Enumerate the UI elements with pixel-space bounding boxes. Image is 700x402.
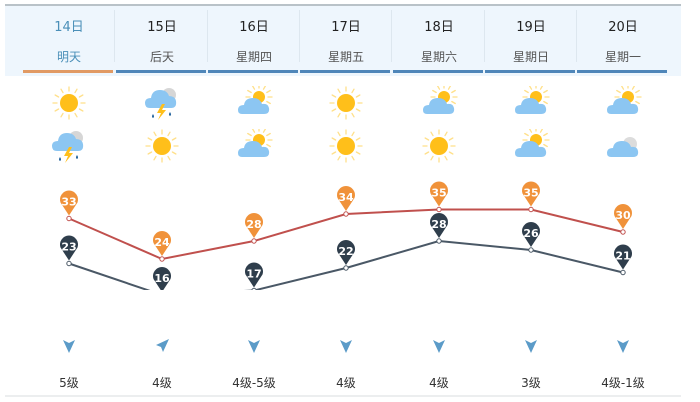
low-temp-value: 28 [431, 218, 446, 231]
partly-cloudy-icon [511, 83, 551, 120]
column-separator [484, 10, 485, 62]
day-date: 19日 [516, 20, 546, 35]
wind-level: 4级-5级 [232, 376, 276, 390]
sunny-icon [49, 86, 89, 120]
day-date: 17日 [331, 20, 361, 35]
wind-level: 3级 [521, 376, 541, 390]
thunderstorm-icon [142, 86, 182, 120]
low-temp-value: 16 [154, 272, 170, 285]
day-tab-2[interactable]: 16日 星期四 [208, 4, 300, 76]
high-temp-value: 28 [246, 218, 261, 231]
high-temp-value: 34 [338, 191, 354, 204]
tab-underline [116, 70, 206, 73]
day-date: 15日 [147, 20, 177, 35]
day-name: 后天 [149, 50, 174, 64]
partly-cloudy-icon [511, 126, 551, 163]
tab-underline [393, 70, 483, 73]
partly-cloudy-icon [234, 83, 274, 120]
sunny-icon [326, 86, 366, 120]
cloudy-icon [603, 129, 643, 163]
footer-divider [5, 395, 681, 397]
day-date: 14日 [54, 20, 84, 35]
high-temp-pin: 34 [337, 186, 355, 217]
day-name: 星期五 [327, 50, 364, 64]
high-temp-value: 33 [61, 196, 76, 209]
south-wind-icon [61, 338, 77, 354]
tab-underline [208, 70, 298, 73]
partly-cloudy-icon [419, 83, 459, 120]
day-date: 20日 [608, 20, 638, 35]
wind-level: 4级 [336, 376, 356, 390]
partly-cloudy-icon [603, 83, 643, 120]
wind-level: 5级 [59, 376, 79, 390]
high-temp-value: 35 [523, 187, 538, 200]
low-temp-value: 22 [338, 245, 353, 258]
low-temp-value: 21 [615, 250, 630, 263]
column-separator [391, 10, 392, 62]
day-name: 明天 [56, 50, 81, 64]
south-wind-icon [338, 338, 354, 354]
low-temp-pin: 22 [337, 240, 355, 271]
south-wind-icon [523, 338, 539, 354]
wind-level: 4级 [152, 376, 172, 390]
high-temp-pin: 35 [430, 181, 448, 213]
day-tab-4[interactable]: 18日 星期六 [393, 4, 485, 76]
high-temp-pin: 24 [153, 231, 172, 262]
low-temp-pin: 23 [60, 235, 79, 267]
low-temp-pin: 21 [614, 244, 632, 276]
south-wind-icon [246, 338, 262, 354]
day-tab-1[interactable]: 15日 后天 [116, 4, 208, 76]
tab-underline [300, 70, 390, 73]
south-wind-icon [431, 338, 447, 354]
sunny-icon [326, 129, 366, 163]
tab-underline [485, 70, 575, 73]
low-temp-value: 26 [523, 227, 539, 240]
south-wind-icon [615, 338, 631, 354]
high-temp-value: 35 [431, 187, 446, 200]
day-tab-5[interactable]: 19日 星期日 [485, 4, 577, 76]
forecast-header [5, 4, 681, 76]
wind-level: 4级-1级 [601, 376, 645, 390]
day-name: 星期六 [420, 50, 457, 64]
active-tab-underline [23, 70, 113, 73]
low-temp-value: 23 [61, 241, 76, 254]
low-temp-pin: 26 [522, 222, 540, 253]
high-temp-value: 30 [615, 209, 631, 222]
thunderstorm-icon [49, 129, 89, 163]
column-separator [299, 10, 300, 62]
day-name: 星期四 [235, 50, 272, 64]
day-name: 星期日 [512, 50, 549, 64]
day-name: 星期一 [604, 50, 641, 64]
wind-level: 4级 [429, 376, 449, 390]
column-separator [114, 10, 115, 62]
low-temp-pin: 17 [244, 262, 263, 290]
column-separator [207, 10, 208, 62]
partly-cloudy-icon [234, 126, 274, 163]
high-temp-pin: 35 [522, 181, 540, 213]
day-tab-0[interactable]: 14日 明天 [23, 4, 115, 76]
low-temp-pin: 16 [153, 267, 171, 290]
day-date: 16日 [239, 20, 269, 35]
sunny-icon [142, 129, 182, 163]
low-temp-pin: 28 [430, 213, 448, 244]
day-tab-6[interactable]: 20日 星期一 [577, 4, 669, 76]
column-separator [576, 10, 577, 62]
tab-underline [577, 70, 667, 73]
day-date: 18日 [424, 20, 454, 35]
day-tab-3[interactable]: 17日 星期五 [300, 4, 392, 76]
high-temp-value: 24 [154, 236, 170, 249]
low-temp-value: 17 [246, 268, 261, 281]
high-temp-pin: 30 [614, 204, 632, 235]
temperature-chart: 33 24 28 34 35 35 30 23 16 [60, 181, 632, 290]
sunny-icon [419, 129, 459, 163]
high-temp-pin: 28 [244, 213, 263, 244]
high-temp-pin: 33 [60, 190, 79, 222]
northeast-wind-icon [154, 338, 170, 354]
